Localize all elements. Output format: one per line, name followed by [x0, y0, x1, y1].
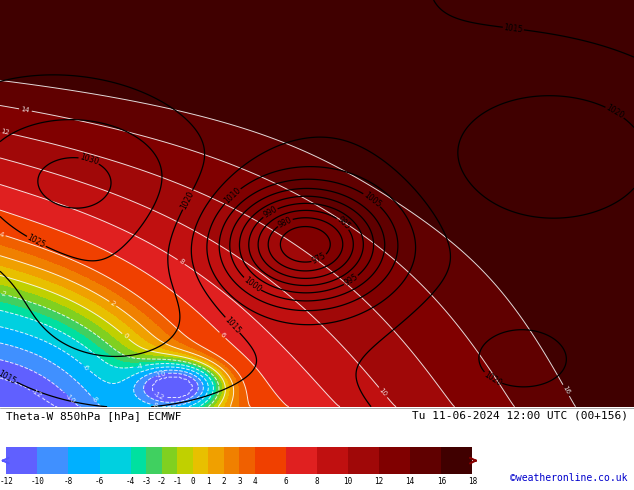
- Text: 3: 3: [237, 477, 242, 486]
- Text: 14: 14: [406, 477, 415, 486]
- Text: 4: 4: [0, 231, 4, 238]
- Text: 975: 975: [311, 252, 328, 266]
- Text: Theta-W 850hPa [hPa] ECMWF: Theta-W 850hPa [hPa] ECMWF: [6, 411, 182, 421]
- Bar: [286, 447, 317, 474]
- Text: 10: 10: [378, 387, 388, 398]
- Bar: [240, 447, 255, 474]
- Text: -10: -10: [30, 477, 44, 486]
- Text: 1010: 1010: [223, 186, 243, 206]
- Text: 16: 16: [561, 385, 571, 396]
- Text: Tu 11-06-2024 12:00 UTC (00+156): Tu 11-06-2024 12:00 UTC (00+156): [411, 411, 628, 421]
- Text: 1025: 1025: [25, 233, 47, 250]
- Text: -6: -6: [95, 477, 104, 486]
- Text: -1: -1: [172, 477, 182, 486]
- Text: -10: -10: [63, 392, 76, 404]
- Text: 0: 0: [190, 477, 195, 486]
- Bar: [224, 447, 240, 474]
- Bar: [6, 447, 37, 474]
- Bar: [348, 447, 379, 474]
- Text: -10: -10: [154, 370, 167, 379]
- Text: 16: 16: [437, 477, 446, 486]
- Text: 1015: 1015: [0, 368, 18, 386]
- Text: -4: -4: [136, 363, 144, 369]
- Text: -6: -6: [81, 363, 91, 372]
- Text: 1015: 1015: [503, 23, 524, 34]
- Text: -4: -4: [126, 477, 135, 486]
- Bar: [441, 447, 472, 474]
- Text: 1020: 1020: [179, 190, 196, 211]
- Text: 8: 8: [178, 258, 184, 266]
- Text: 995: 995: [342, 272, 359, 288]
- Bar: [255, 447, 286, 474]
- Text: 4: 4: [252, 477, 257, 486]
- Text: 0: 0: [122, 333, 129, 340]
- Text: -2: -2: [0, 291, 7, 298]
- Text: 18: 18: [468, 477, 477, 486]
- Bar: [410, 447, 441, 474]
- Text: -2: -2: [157, 477, 166, 486]
- Text: -8: -8: [64, 477, 73, 486]
- Text: -12: -12: [30, 388, 43, 399]
- Bar: [131, 447, 146, 474]
- Bar: [37, 447, 68, 474]
- Text: 1: 1: [206, 477, 210, 486]
- Bar: [208, 447, 224, 474]
- Bar: [177, 447, 193, 474]
- Text: 990: 990: [262, 205, 279, 220]
- Text: -8: -8: [152, 402, 160, 409]
- Text: 2: 2: [109, 300, 116, 307]
- Bar: [193, 447, 208, 474]
- Text: -12: -12: [0, 477, 13, 486]
- Text: -12: -12: [152, 390, 165, 401]
- Text: 1020: 1020: [604, 103, 625, 121]
- Text: 1000: 1000: [242, 275, 262, 294]
- Bar: [317, 447, 348, 474]
- Bar: [162, 447, 177, 474]
- Bar: [100, 447, 131, 474]
- Bar: [379, 447, 410, 474]
- Text: 985: 985: [335, 215, 352, 232]
- Text: 2: 2: [221, 477, 226, 486]
- Text: 6: 6: [283, 477, 288, 486]
- Bar: [68, 447, 100, 474]
- Text: 12: 12: [375, 477, 384, 486]
- Text: 14: 14: [20, 106, 30, 114]
- Text: 12: 12: [0, 128, 10, 136]
- Bar: [146, 447, 162, 474]
- Text: 1020: 1020: [482, 370, 503, 388]
- Text: -8: -8: [89, 395, 99, 404]
- Text: 8: 8: [314, 477, 320, 486]
- Text: 980: 980: [276, 215, 294, 229]
- Text: -3: -3: [141, 477, 151, 486]
- Text: 1005: 1005: [362, 190, 382, 209]
- Text: 1015: 1015: [223, 315, 242, 335]
- Text: 10: 10: [344, 477, 353, 486]
- Text: 6: 6: [219, 332, 226, 339]
- Text: 1030: 1030: [79, 153, 100, 167]
- Text: ©weatheronline.co.uk: ©weatheronline.co.uk: [510, 473, 628, 483]
